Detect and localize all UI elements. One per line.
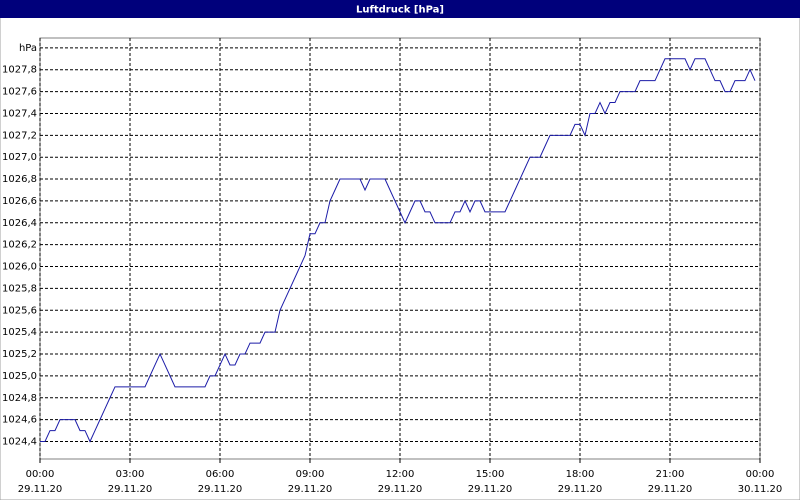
y-tick-label: 1025,4	[2, 327, 37, 338]
x-tick-date: 30.11.20	[738, 484, 783, 495]
y-tick-label: 1026,0	[2, 262, 37, 273]
x-tick-date: 29.11.20	[558, 484, 603, 495]
x-tick-label: 06:00	[206, 469, 235, 480]
y-tick-label: 1024,6	[2, 415, 37, 426]
x-tick-date: 29.11.20	[198, 484, 243, 495]
x-tick-label: 12:00	[386, 469, 415, 480]
title-bar	[0, 0, 800, 18]
chart-title: Luftdruck [hPa]	[356, 5, 444, 16]
y-tick-label: 1027,6	[2, 87, 37, 98]
line-series	[40, 58, 756, 443]
y-tick-label: 1025,8	[2, 283, 37, 294]
y-tick-label: 1026,6	[2, 196, 37, 207]
y-tick-label: 1025,0	[2, 371, 37, 382]
x-tick-date: 29.11.20	[468, 484, 513, 495]
x-tick-label: 21:00	[656, 469, 685, 480]
x-tick-label: 15:00	[476, 469, 505, 480]
y-tick-label: 1026,4	[2, 218, 37, 229]
y-tick-label: 1027,8	[2, 65, 37, 76]
x-tick-label: 09:00	[296, 469, 325, 480]
y-tick-label: 1024,4	[2, 437, 37, 448]
y-tick-label: 1025,6	[2, 305, 37, 316]
y-tick-label: 1027,4	[2, 108, 37, 119]
x-tick-date: 29.11.20	[288, 484, 333, 495]
y-tick-label: hPa	[19, 43, 37, 54]
x-tick-date: 29.11.20	[18, 484, 63, 495]
y-tick-label: 1025,2	[2, 349, 37, 360]
x-tick-label: 00:00	[26, 469, 55, 480]
x-tick-label: 18:00	[566, 469, 595, 480]
y-tick-label: 1026,8	[2, 174, 37, 185]
y-tick-label: 1026,2	[2, 240, 37, 251]
x-tick-date: 29.11.20	[378, 484, 423, 495]
y-tick-label: 1027,2	[2, 130, 37, 141]
x-tick-label: 00:00	[746, 469, 775, 480]
x-tick-date: 29.11.20	[648, 484, 693, 495]
y-tick-label: 1027,0	[2, 152, 37, 163]
x-tick-label: 03:00	[116, 469, 145, 480]
y-tick-label: 1024,8	[2, 393, 37, 404]
x-tick-date: 29.11.20	[108, 484, 153, 495]
